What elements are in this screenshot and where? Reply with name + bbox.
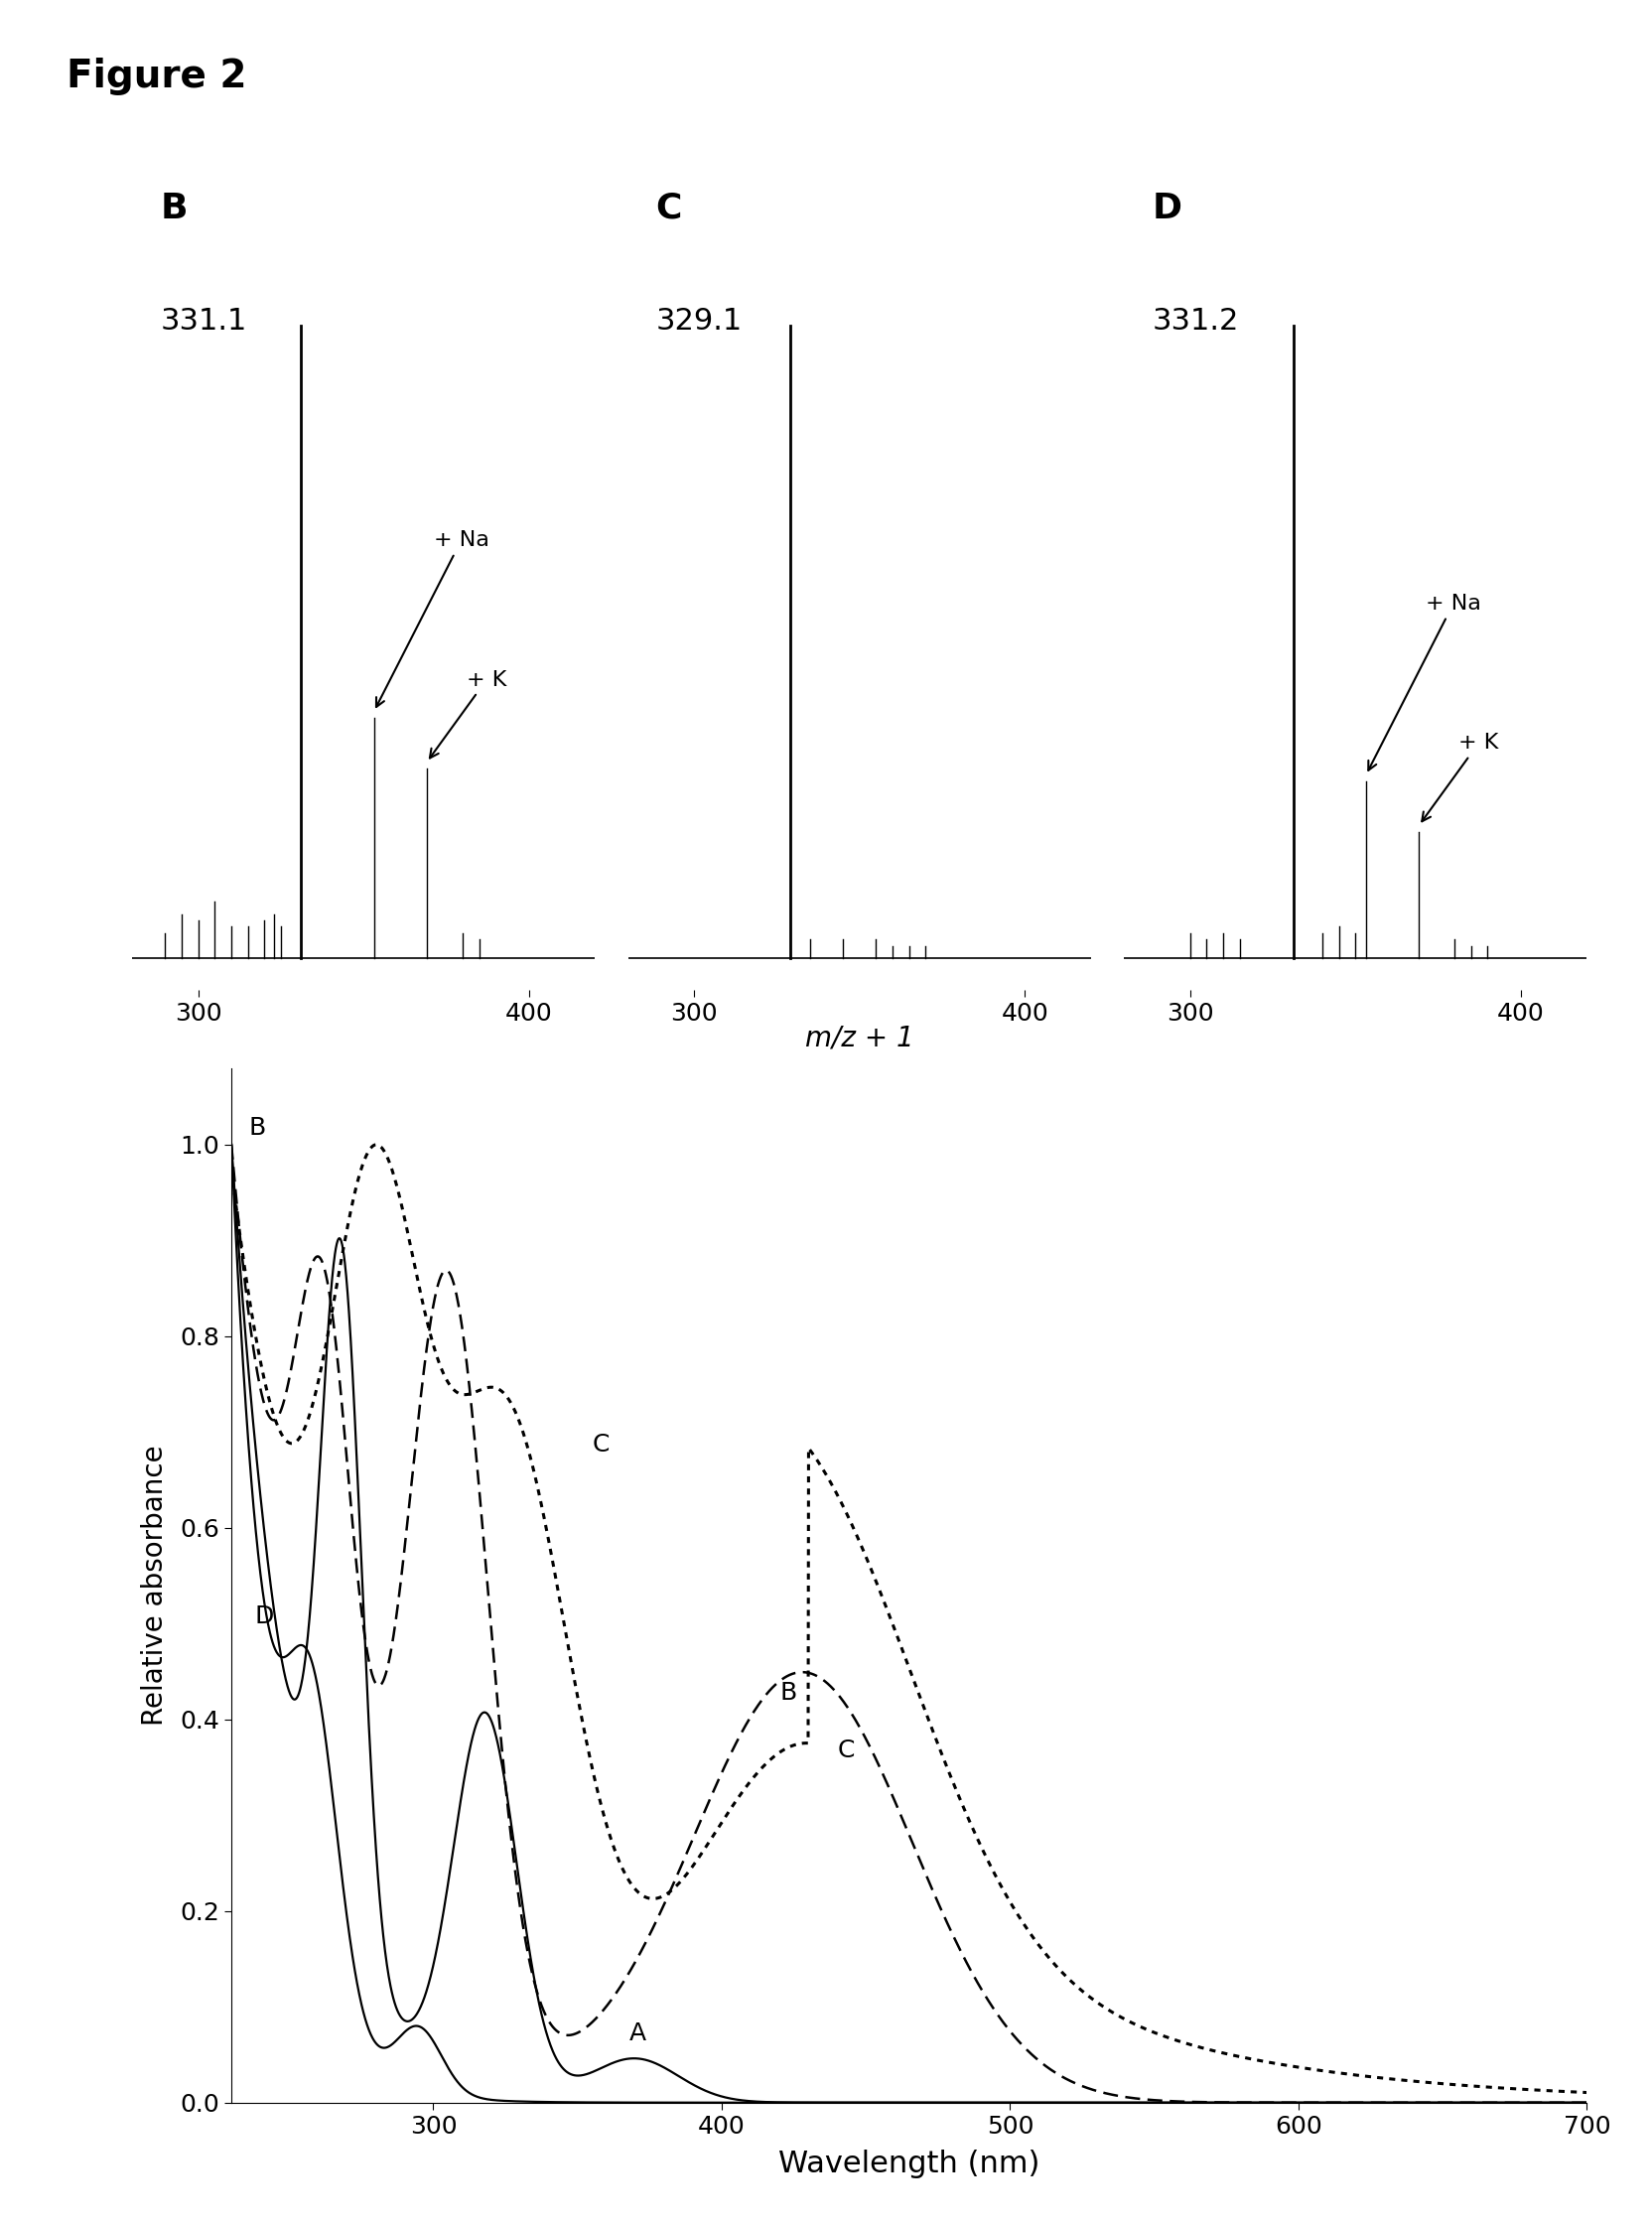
Text: 329.1: 329.1: [656, 307, 742, 336]
Y-axis label: Relative absorbance: Relative absorbance: [140, 1444, 169, 1727]
Text: C: C: [836, 1740, 854, 1762]
Text: B: B: [248, 1117, 266, 1139]
Text: m/z + 1: m/z + 1: [805, 1024, 914, 1052]
Text: B: B: [778, 1682, 796, 1704]
Text: C: C: [591, 1433, 610, 1455]
Text: Figure 2: Figure 2: [66, 58, 246, 96]
Text: + K: + K: [1421, 734, 1498, 821]
Text: D: D: [1151, 191, 1181, 225]
Text: + Na: + Na: [1368, 594, 1480, 770]
Text: + K: + K: [430, 670, 506, 759]
Text: 331.2: 331.2: [1151, 307, 1237, 336]
Text: A: A: [629, 2023, 646, 2045]
Text: 331.1: 331.1: [160, 307, 246, 336]
Text: B: B: [160, 191, 187, 225]
X-axis label: Wavelength (nm): Wavelength (nm): [778, 2149, 1039, 2178]
Text: D: D: [254, 1604, 274, 1629]
Text: C: C: [656, 191, 682, 225]
Text: + Na: + Na: [377, 530, 489, 708]
